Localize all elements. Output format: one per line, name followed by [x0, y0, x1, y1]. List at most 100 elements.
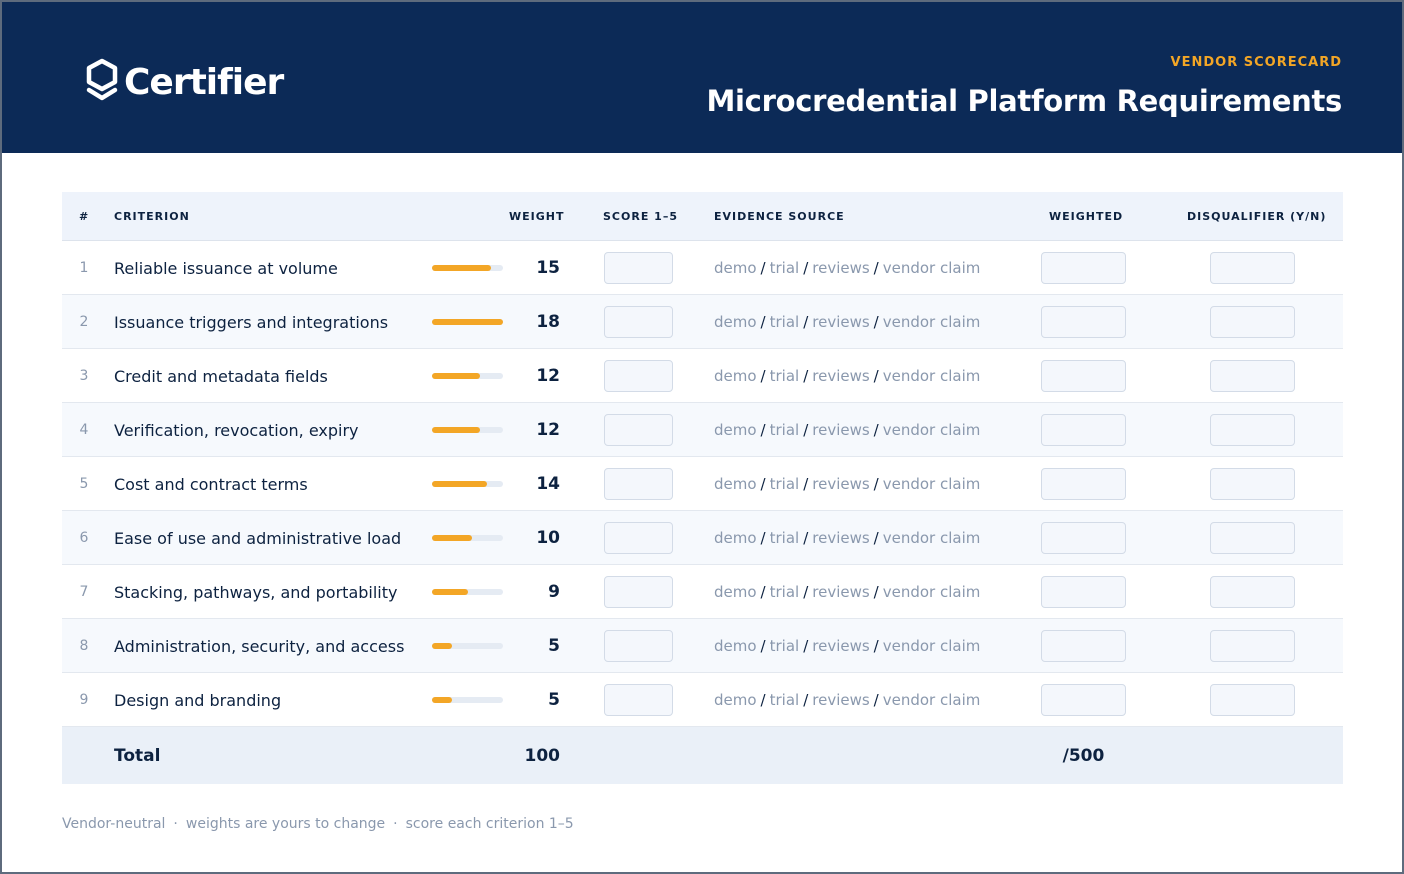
weight-bar [432, 511, 503, 565]
weighted-input[interactable] [1041, 630, 1126, 662]
weight-bar [432, 673, 503, 727]
score-input[interactable] [604, 630, 673, 662]
scorecard-table: # CRITERION WEIGHT SCORE 1–5 EVIDENCE SO… [62, 192, 1343, 784]
evidence-separator: / [873, 259, 879, 277]
disqualifier-input[interactable] [1210, 306, 1295, 338]
evidence-separator: / [760, 691, 766, 709]
certifier-logo: Certifier [84, 58, 284, 106]
evidence-separator: / [803, 691, 809, 709]
col-num: # [79, 209, 90, 223]
row-number: 3 [79, 368, 89, 384]
evidence-option: demo [714, 637, 757, 655]
evidence-separator: / [803, 475, 809, 493]
evidence-option: demo [714, 259, 757, 277]
col-evidence: EVIDENCE SOURCE [714, 209, 845, 223]
evidence-separator: / [803, 583, 809, 601]
evidence-option: reviews [812, 259, 870, 277]
evidence-option: vendor claim [882, 367, 981, 385]
evidence-option: trial [769, 529, 800, 547]
disqualifier-input[interactable] [1210, 576, 1295, 608]
disqualifier-input[interactable] [1210, 252, 1295, 284]
evidence-option: trial [769, 367, 800, 385]
criterion-label: Administration, security, and access [114, 636, 405, 656]
score-input[interactable] [604, 468, 673, 500]
evidence-option: reviews [812, 529, 870, 547]
criterion-label: Verification, revocation, expiry [114, 420, 359, 440]
weight-value: 15 [536, 258, 560, 278]
total-weight: 100 [524, 745, 561, 766]
disqualifier-input[interactable] [1210, 360, 1295, 392]
weighted-input[interactable] [1041, 252, 1126, 284]
evidence-separator: / [873, 583, 879, 601]
total-label: Total [114, 745, 161, 766]
weight-value: 10 [536, 528, 560, 548]
evidence-separator: / [873, 529, 879, 547]
weight-bar [432, 457, 503, 511]
row-number: 1 [79, 260, 89, 276]
evidence-option: vendor claim [882, 583, 981, 601]
criterion-label: Reliable issuance at volume [114, 258, 338, 278]
weighted-input[interactable] [1041, 360, 1126, 392]
weighted-input[interactable] [1041, 468, 1126, 500]
table-row: 3 Credit and metadata fields 12 demo / trial /… [62, 349, 1343, 403]
disqualifier-input[interactable] [1210, 414, 1295, 446]
disqualifier-input[interactable] [1210, 684, 1295, 716]
weight-value: 18 [536, 312, 560, 332]
weight-bar-fill [432, 481, 488, 487]
weight-bar [432, 349, 503, 403]
weight-bar-track [432, 427, 503, 433]
evidence-separator: / [873, 367, 879, 385]
evidence-separator: / [803, 259, 809, 277]
evidence-separator: / [760, 367, 766, 385]
criterion-label: Ease of use and administrative load [114, 528, 402, 548]
table-row: 6 Ease of use and administrative load 10 de… [62, 511, 1343, 565]
score-input[interactable] [604, 576, 673, 608]
evidence-option: reviews [812, 691, 870, 709]
disqualifier-input[interactable] [1210, 630, 1295, 662]
evidence-option: reviews [812, 583, 870, 601]
evidence-separator: / [873, 691, 879, 709]
score-input[interactable] [604, 252, 673, 284]
evidence-source: demo / trial / reviews / vendor claim [714, 619, 980, 673]
evidence-option: reviews [812, 637, 870, 655]
row-number: 7 [79, 584, 89, 600]
weight-bar [432, 619, 503, 673]
weight-bar-fill [432, 535, 472, 541]
total-weighted: /500 [1062, 745, 1105, 766]
weight-bar-track [432, 265, 503, 271]
evidence-option: trial [769, 421, 800, 439]
score-input[interactable] [604, 414, 673, 446]
evidence-option: demo [714, 583, 757, 601]
disqualifier-input[interactable] [1210, 468, 1295, 500]
weighted-input[interactable] [1041, 414, 1126, 446]
weight-value: 5 [548, 690, 560, 710]
weighted-input[interactable] [1041, 522, 1126, 554]
evidence-option: trial [769, 583, 800, 601]
weight-bar-track [432, 373, 503, 379]
evidence-option: demo [714, 367, 757, 385]
table-row: 5 Cost and contract terms 14 demo / trial / rev… [62, 457, 1343, 511]
criterion-label: Credit and metadata fields [114, 366, 328, 386]
evidence-separator: / [873, 475, 879, 493]
weighted-input[interactable] [1041, 684, 1126, 716]
table-row: 9 Design and branding 5 demo / trial / reviews /… [62, 673, 1343, 727]
criterion-label: Design and branding [114, 690, 282, 710]
score-input[interactable] [604, 522, 673, 554]
evidence-option: trial [769, 259, 800, 277]
weight-bar-track [432, 589, 503, 595]
score-input[interactable] [604, 684, 673, 716]
weighted-input[interactable] [1041, 306, 1126, 338]
evidence-separator: / [760, 421, 766, 439]
weight-bar-fill [432, 427, 480, 433]
header-banner: Certifier VENDOR SCORECARD Microcredenti… [2, 2, 1402, 153]
evidence-separator: / [803, 637, 809, 655]
table-row: 1 Reliable issuance at volume 15 demo / trial… [62, 241, 1343, 295]
disqualifier-input[interactable] [1210, 522, 1295, 554]
weighted-input[interactable] [1041, 576, 1126, 608]
weight-bar-fill [432, 589, 468, 595]
score-input[interactable] [604, 306, 673, 338]
evidence-separator: / [873, 637, 879, 655]
score-input[interactable] [604, 360, 673, 392]
total-row: Total 100 /500 [62, 727, 1343, 784]
